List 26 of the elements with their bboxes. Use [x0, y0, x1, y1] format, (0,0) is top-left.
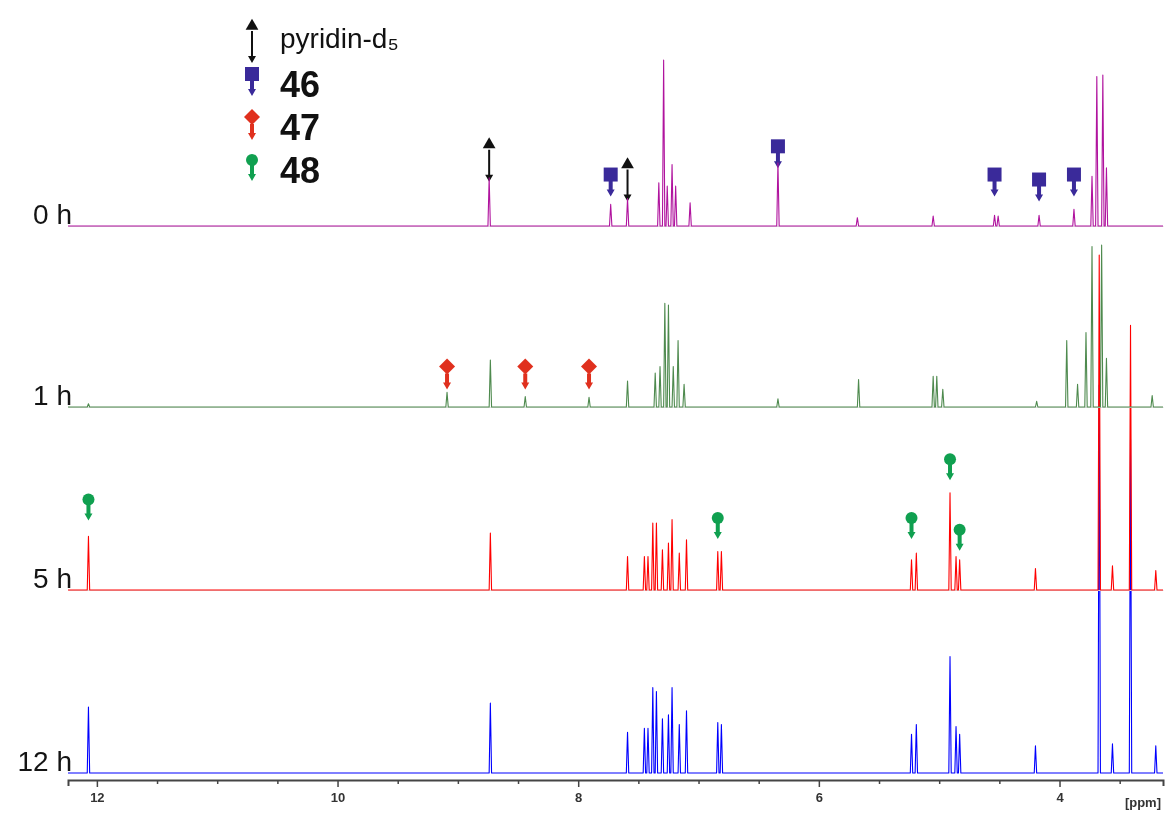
point — [944, 453, 957, 466]
text: 5 h — [33, 563, 72, 594]
x-axis-title: [ppm] — [1124, 795, 1161, 810]
legend-label: pyridin-d₅ — [280, 23, 399, 54]
point — [482, 137, 496, 149]
x-tick-label: 10 — [330, 790, 346, 805]
x-tick-label: 6 — [815, 790, 823, 805]
point — [953, 523, 966, 536]
point — [1032, 172, 1047, 187]
legend-label: 48 — [280, 150, 321, 191]
point — [82, 493, 95, 506]
point — [1066, 167, 1081, 182]
point — [711, 511, 724, 524]
x-tick-label: 8 — [575, 790, 583, 805]
x-tick-label: 12 — [90, 790, 105, 805]
text: 0 h — [33, 199, 72, 230]
point — [905, 511, 918, 524]
point — [987, 167, 1002, 182]
x-tick-label: 4 — [1056, 790, 1065, 805]
text: 1 h — [33, 380, 72, 411]
legend-label: 46 — [280, 64, 321, 105]
point — [621, 157, 634, 169]
point — [770, 139, 785, 154]
text: 12 h — [17, 746, 72, 777]
legend-label: 47 — [280, 107, 321, 148]
point — [603, 167, 618, 182]
